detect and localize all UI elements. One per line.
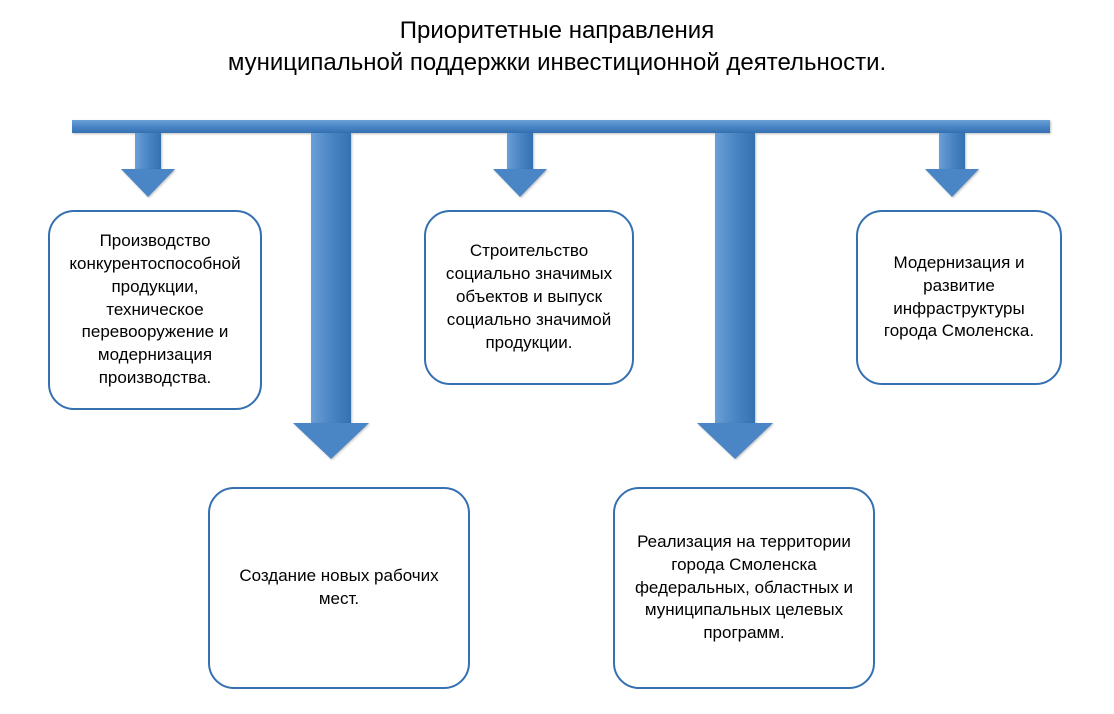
arrow-shaft xyxy=(939,133,965,169)
title-line-1: Приоритетные направления xyxy=(400,17,714,44)
box-text: Строительство социально значимых объекто… xyxy=(440,240,618,355)
arrow-short-1 xyxy=(121,133,175,197)
box-text: Модернизация и развитие инфраструктуры г… xyxy=(872,252,1046,344)
box-modernization: Модернизация и развитие инфраструктуры г… xyxy=(856,210,1062,385)
arrow-head-icon xyxy=(293,423,369,459)
horizontal-bar xyxy=(72,120,1050,133)
arrow-head-icon xyxy=(925,169,979,197)
diagram-title: Приоритетные направления муниципальной п… xyxy=(0,15,1114,80)
arrow-shaft xyxy=(135,133,161,169)
box-production: Производство конкурентоспособной продукц… xyxy=(48,210,262,410)
arrow-shaft xyxy=(507,133,533,169)
arrow-head-icon xyxy=(697,423,773,459)
arrow-head-icon xyxy=(121,169,175,197)
box-jobs: Создание новых рабочих мест. xyxy=(208,487,470,689)
arrow-short-2 xyxy=(493,133,547,197)
arrow-head-icon xyxy=(493,169,547,197)
arrow-shaft xyxy=(715,133,755,423)
title-line-2: муниципальной поддержки инвестиционной д… xyxy=(228,49,886,76)
box-text: Создание новых рабочих мест. xyxy=(224,565,454,611)
box-text: Реализация на территории города Смоленск… xyxy=(629,531,859,646)
box-programs: Реализация на территории города Смоленск… xyxy=(613,487,875,689)
arrow-shaft xyxy=(311,133,351,423)
arrow-long-1 xyxy=(293,133,369,459)
arrow-long-2 xyxy=(697,133,773,459)
box-text: Производство конкурентоспособной продукц… xyxy=(64,230,246,391)
arrow-short-3 xyxy=(925,133,979,197)
box-construction: Строительство социально значимых объекто… xyxy=(424,210,634,385)
